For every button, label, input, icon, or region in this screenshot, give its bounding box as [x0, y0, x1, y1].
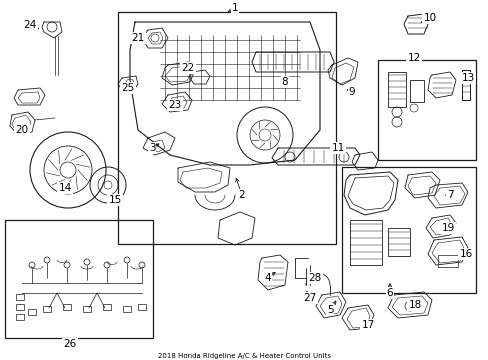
- Text: 2: 2: [238, 190, 245, 200]
- Text: 1: 1: [231, 3, 238, 13]
- Text: 19: 19: [441, 223, 454, 233]
- Bar: [5, 220, 153, 338]
- Text: 11: 11: [331, 143, 344, 153]
- Text: 23: 23: [168, 100, 181, 110]
- Text: 15: 15: [108, 195, 122, 205]
- Bar: [437, 255, 457, 267]
- Bar: [461, 70, 469, 100]
- Text: 20: 20: [16, 125, 28, 135]
- Text: 16: 16: [458, 249, 472, 259]
- Bar: [43, 306, 51, 312]
- Bar: [28, 309, 36, 315]
- Text: 4: 4: [264, 273, 271, 283]
- Bar: [103, 304, 111, 310]
- Bar: [138, 304, 146, 310]
- Bar: [16, 314, 24, 320]
- Bar: [387, 72, 405, 107]
- Bar: [341, 167, 475, 293]
- Text: 9: 9: [348, 87, 355, 97]
- Bar: [83, 306, 91, 312]
- Text: 2018 Honda Ridgeline A/C & Heater Control Units: 2018 Honda Ridgeline A/C & Heater Contro…: [158, 353, 330, 359]
- Text: 26: 26: [63, 339, 77, 349]
- Bar: [387, 228, 409, 256]
- Text: 17: 17: [361, 320, 374, 330]
- Text: 22: 22: [181, 63, 194, 73]
- Bar: [63, 304, 71, 310]
- Bar: [377, 60, 475, 160]
- Text: 12: 12: [407, 53, 420, 63]
- Text: 25: 25: [121, 83, 134, 93]
- Text: 5: 5: [326, 305, 333, 315]
- Bar: [123, 306, 131, 312]
- Bar: [349, 220, 381, 265]
- Text: 27: 27: [303, 293, 316, 303]
- Text: 24: 24: [23, 20, 37, 30]
- Bar: [409, 80, 423, 102]
- Text: 28: 28: [308, 273, 321, 283]
- Text: 18: 18: [407, 300, 421, 310]
- Text: 10: 10: [423, 13, 436, 23]
- Text: 8: 8: [281, 77, 288, 87]
- Bar: [118, 12, 335, 244]
- Bar: [16, 304, 24, 310]
- Text: 14: 14: [58, 183, 71, 193]
- Text: 6: 6: [386, 288, 392, 298]
- Bar: [16, 294, 24, 300]
- Text: 7: 7: [446, 190, 452, 200]
- Text: 3: 3: [148, 143, 155, 153]
- Text: 21: 21: [131, 33, 144, 43]
- Text: 13: 13: [461, 73, 474, 83]
